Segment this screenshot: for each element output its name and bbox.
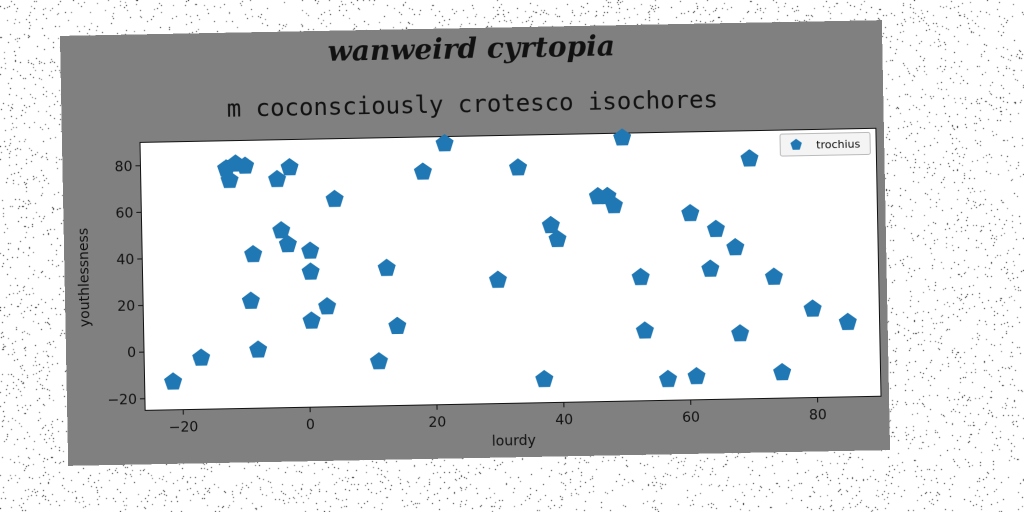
data-point — [244, 244, 263, 263]
x-tick-label: 0 — [306, 417, 315, 433]
y-tick-label: −20 — [107, 392, 137, 409]
legend-box — [779, 131, 871, 157]
data-point — [488, 270, 507, 288]
data-point — [681, 203, 700, 222]
x-tick-label: 60 — [682, 410, 700, 426]
data-point — [604, 196, 623, 214]
x-tick-label: 20 — [428, 415, 446, 431]
data-point — [838, 312, 857, 331]
y-tick-label: 60 — [115, 205, 133, 221]
data-point — [701, 259, 720, 277]
data-point — [631, 267, 650, 286]
y-tick-label: 40 — [116, 252, 134, 268]
data-point — [635, 321, 654, 339]
data-point — [541, 215, 560, 234]
data-point — [220, 170, 239, 189]
y-tick-label: 80 — [114, 159, 132, 175]
data-point — [706, 219, 725, 238]
data-point — [325, 189, 344, 208]
data-point — [548, 229, 567, 248]
data-point — [369, 352, 389, 370]
data-point — [236, 156, 255, 174]
x-tick-label: −20 — [169, 419, 199, 436]
axes-background — [139, 127, 882, 411]
data-point — [377, 258, 396, 277]
data-point — [731, 324, 750, 342]
scatter-chart: −20 0 20 40 60 80 −20 0 20 40 60 80 lourdy youthles… — [76, 127, 882, 450]
x-axis-label: lourdy — [492, 433, 536, 450]
data-point — [535, 369, 554, 388]
data-point — [301, 262, 320, 280]
data-point — [509, 158, 528, 176]
data-point — [280, 158, 299, 176]
data-point — [687, 366, 706, 385]
data-point — [249, 340, 268, 358]
data-point — [613, 128, 632, 146]
y-axis-label: youthlessness — [76, 228, 94, 328]
figure-card: wanweird cyrtopia m coconsciously crotes… — [59, 20, 891, 466]
data-point — [803, 299, 822, 317]
y-tick-label: 0 — [127, 345, 136, 361]
data-point — [241, 291, 260, 309]
legend-marker — [790, 138, 802, 150]
y-tick-label: 20 — [117, 299, 135, 315]
data-point — [764, 267, 783, 285]
legend: trochius — [779, 131, 871, 157]
data-point — [726, 238, 745, 256]
data-point — [302, 311, 321, 329]
data-point — [435, 134, 454, 152]
data-point — [272, 221, 291, 239]
data-point — [658, 369, 678, 388]
data-point — [318, 297, 337, 315]
data-point — [268, 169, 287, 188]
data-point — [388, 316, 407, 335]
axis-ticks: −20 0 20 40 60 80 −20 0 20 40 60 80 — [107, 159, 827, 436]
data-point — [278, 234, 297, 253]
data-point — [301, 241, 320, 259]
x-tick-label: 80 — [809, 407, 827, 423]
data-point — [413, 162, 432, 180]
data-point — [773, 363, 792, 381]
data-point — [164, 372, 183, 390]
data-points — [164, 128, 857, 390]
legend-label: trochius — [816, 138, 861, 152]
x-tick-label: 40 — [555, 412, 573, 428]
data-point — [192, 348, 211, 366]
data-point — [740, 149, 759, 167]
